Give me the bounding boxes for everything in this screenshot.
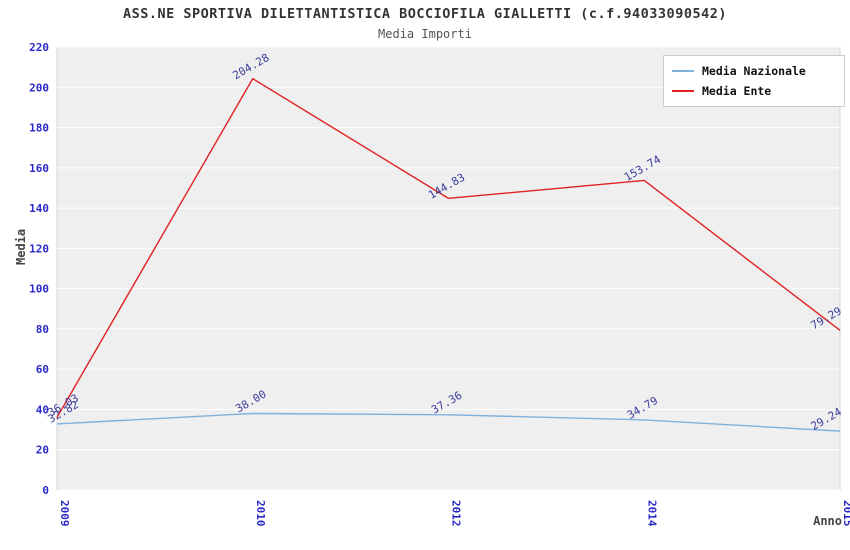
y-tick-label: 0 bbox=[42, 484, 49, 497]
legend-item-media-ente: Media Ente bbox=[672, 84, 836, 98]
y-tick-label: 120 bbox=[29, 242, 49, 255]
y-tick-label: 80 bbox=[36, 323, 49, 336]
y-tick-label: 100 bbox=[29, 283, 49, 296]
y-tick-label: 60 bbox=[36, 363, 49, 376]
x-tick-label: 2014 bbox=[645, 500, 658, 527]
x-tick-label: 2009 bbox=[58, 500, 71, 527]
legend-item-media-nazionale: Media Nazionale bbox=[672, 64, 836, 78]
plot-area bbox=[56, 46, 841, 491]
x-axis-label: Anno bbox=[813, 514, 842, 528]
legend-label: Media Ente bbox=[702, 84, 772, 98]
y-tick-label: 40 bbox=[36, 403, 49, 416]
y-tick-label: 20 bbox=[36, 444, 49, 457]
y-tick-label: 220 bbox=[29, 41, 49, 54]
series-line-media-nazionale bbox=[56, 412, 841, 432]
x-tick-label: 2015 bbox=[841, 500, 850, 527]
series-line-media-ente bbox=[56, 77, 841, 418]
y-tick-label: 160 bbox=[29, 162, 49, 175]
legend: Media Nazionale Media Ente bbox=[663, 55, 845, 107]
legend-swatch-ente bbox=[672, 90, 694, 92]
y-tick-label: 180 bbox=[29, 122, 49, 135]
chart-title: ASS.NE SPORTIVA DILETTANTISTICA BOCCIOFI… bbox=[123, 6, 727, 22]
legend-label: Media Nazionale bbox=[702, 64, 806, 78]
chart-subtitle: Media Importi bbox=[378, 27, 472, 41]
y-tick-label: 200 bbox=[29, 81, 49, 94]
x-tick-label: 2010 bbox=[254, 500, 267, 527]
y-tick-label: 140 bbox=[29, 202, 49, 215]
x-tick-label: 2012 bbox=[450, 500, 463, 527]
legend-swatch-nazionale bbox=[672, 70, 694, 72]
y-axis-label: Media bbox=[14, 228, 28, 265]
